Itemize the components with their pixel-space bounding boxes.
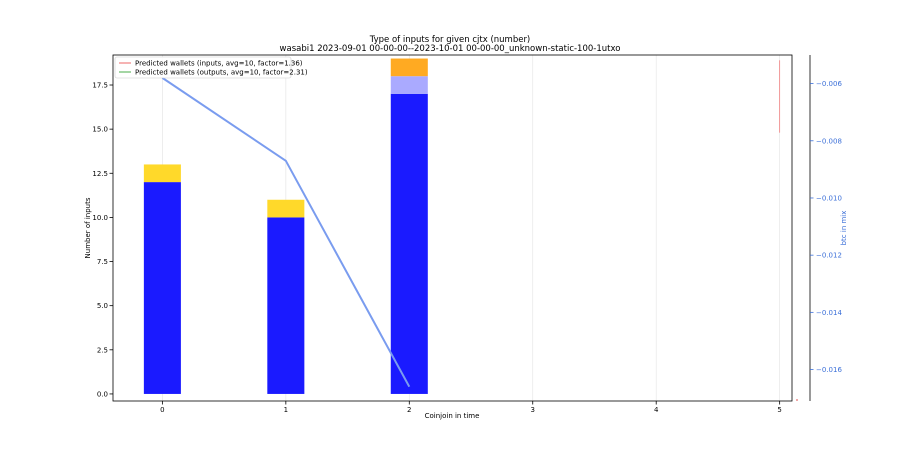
plot-frame (112, 54, 793, 402)
x-tick-label-1: 1 (284, 406, 288, 414)
y2-tick-label-−0.012: −0.012 (816, 252, 842, 260)
y-axis-ticks: 0.0 2.5 5.0 7.5 10.0 12.5 15.0 17.5 (92, 82, 113, 398)
x-axis-label: Coinjoin in time (425, 412, 480, 420)
x-tick-label-2: 2 (407, 406, 411, 414)
y-tick-label-15.0: 15.0 (92, 126, 108, 134)
y-tick-label-0.0: 0.0 (97, 390, 108, 398)
legend-label-inputs: Predicted wallets (inputs, avg=10, facto… (135, 60, 303, 68)
y2-tick-label-−0.006: −0.006 (816, 80, 842, 88)
legend-box (114, 56, 292, 79)
y2-tick-label-−0.010: −0.010 (816, 194, 842, 202)
bar-1-stack-1 (267, 199, 305, 218)
extra-marks (779, 60, 798, 401)
y2-tick-label-−0.008: −0.008 (816, 137, 842, 145)
bar-2-stack-3 (390, 58, 428, 77)
x-tick-label-5: 5 (777, 406, 781, 414)
x-tick-label-0: 0 (160, 406, 164, 414)
y2-tick-label-−0.016: −0.016 (816, 366, 842, 374)
y-tick-label-5.0: 5.0 (97, 302, 108, 310)
y-tick-label-17.5: 17.5 (92, 82, 108, 90)
x-axis-ticks: 0 1 2 3 4 5 (160, 401, 782, 414)
btc-line (161, 77, 411, 388)
x-tick-label-4: 4 (654, 406, 659, 414)
bar-2-stack-0 (390, 93, 428, 394)
bar-0-stack-0 (143, 182, 181, 394)
y-tick-label-10.0: 10.0 (92, 214, 108, 222)
gridlines (162, 55, 781, 401)
y2-axis-ticks: −0.016 −0.014 −0.012 −0.010 −0.008 −0.006 (810, 80, 842, 374)
x-tick-label-3: 3 (531, 406, 535, 414)
legend-label-outputs: Predicted wallets (outputs, avg=10, fact… (135, 69, 308, 77)
chart-subtitle: wasabi1 2023-09-01 00-00-00--2023-10-01 … (280, 44, 621, 54)
bars (143, 58, 428, 394)
legend: Predicted wallets (inputs, avg=10, facto… (114, 56, 308, 79)
y2-tick-label-−0.014: −0.014 (816, 309, 842, 317)
y2-axis-label: btc in mix (840, 211, 848, 246)
bar-2-stack-2 (390, 76, 428, 94)
y-axis-label: Number of inputs (84, 197, 92, 258)
bar-1-stack-0 (267, 217, 305, 394)
chart-title: Type of inputs for given cjtx (number) (369, 35, 531, 45)
y-tick-label-7.5: 7.5 (97, 258, 108, 266)
y-tick-label-12.5: 12.5 (92, 170, 108, 178)
bar-0-stack-1 (143, 164, 181, 183)
btc-in-mix-line (161, 77, 411, 388)
y-tick-label-2.5: 2.5 (97, 346, 108, 354)
